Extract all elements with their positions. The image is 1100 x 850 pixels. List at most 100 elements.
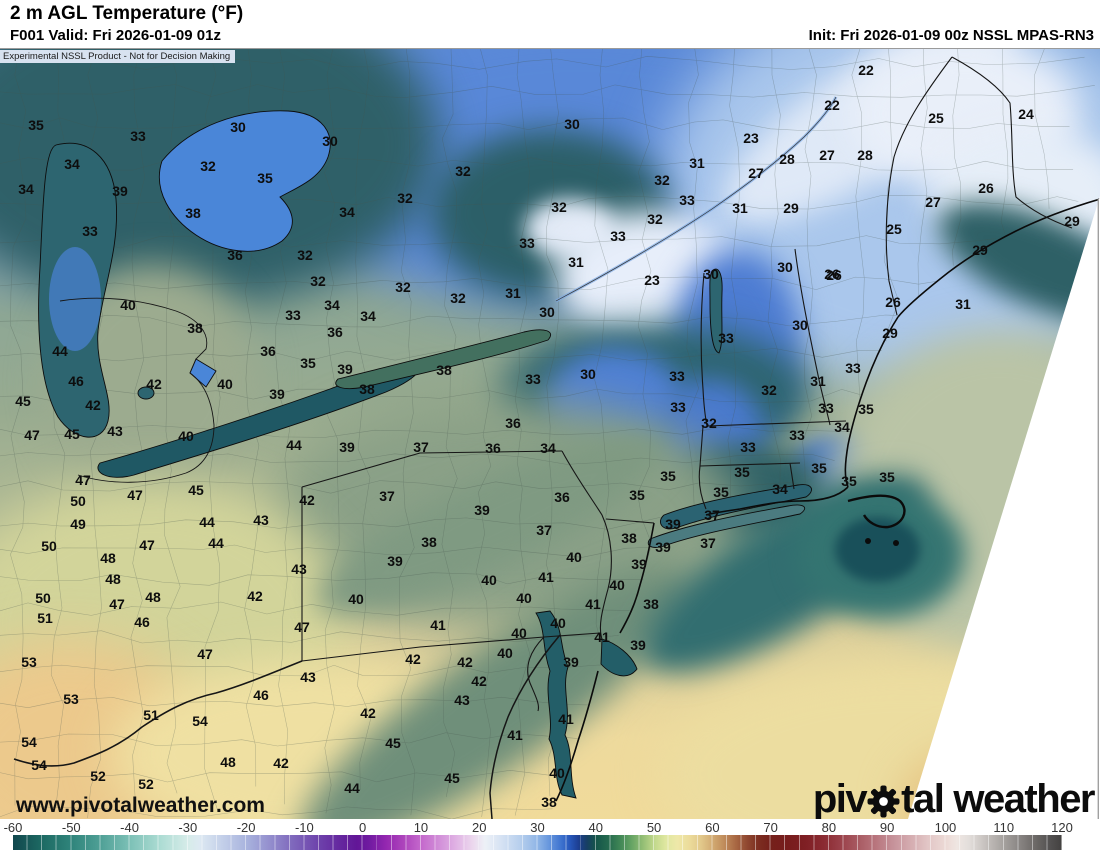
state-borders — [13, 56, 1073, 819]
temp-label: 47 — [127, 487, 143, 503]
temp-label: 27 — [925, 194, 941, 210]
temp-label: 48 — [220, 754, 236, 770]
temp-label: 47 — [109, 596, 125, 612]
logo-text-weather: weather — [953, 777, 1095, 820]
temp-label: 33 — [740, 439, 756, 455]
county-line — [324, 49, 340, 814]
colorbar-tick-label: -20 — [236, 820, 256, 835]
temp-label: 40 — [511, 625, 527, 641]
temp-label: 28 — [857, 147, 873, 163]
temp-label: 35 — [811, 460, 827, 476]
temp-label: 54 — [192, 713, 208, 729]
temp-label: 35 — [879, 469, 895, 485]
temp-label: 38 — [185, 205, 201, 221]
temp-label: 23 — [743, 130, 759, 146]
temp-label: 32 — [397, 190, 413, 206]
header: 2 m AGL Temperature (°F) F001 Valid: Fri… — [0, 0, 1100, 48]
temp-label: 35 — [858, 401, 874, 417]
colorbar-tick-label: 50 — [646, 820, 662, 835]
page-title: 2 m AGL Temperature (°F) — [10, 3, 244, 24]
temp-label: 32 — [455, 163, 471, 179]
county-line — [514, 49, 531, 816]
temp-label: 40 — [516, 590, 532, 606]
temp-label: 29 — [1064, 213, 1080, 229]
temp-label: 31 — [568, 254, 584, 270]
map-canvas[interactable]: 35 33 30 30 34 32 35 34 39 38 34 33 36 32 30 23 32 31 27 32… — [0, 48, 1100, 820]
temp-label: 45 — [444, 770, 460, 786]
colorbar-tick-label: 120 — [1051, 820, 1073, 835]
temp-label: 39 — [474, 502, 490, 518]
temp-label: 50 — [41, 538, 57, 554]
temp-label: 47 — [139, 537, 155, 553]
county-line — [475, 49, 492, 818]
temp-label: 36 — [505, 415, 521, 431]
ohio-river — [13, 660, 303, 767]
temp-label: 22 — [824, 97, 840, 113]
nantucket — [893, 540, 899, 546]
temp-label: 33 — [82, 223, 98, 239]
county-line — [399, 49, 416, 816]
temp-label: 42 — [247, 588, 263, 604]
temp-label: 40 — [550, 615, 566, 631]
temp-label: 54 — [21, 734, 37, 750]
temp-label: 34 — [18, 181, 34, 197]
temp-label: 44 — [344, 780, 360, 796]
temp-label: 44 — [199, 514, 215, 530]
colorbar-tick-label: 70 — [763, 820, 778, 835]
temp-label: 27 — [748, 165, 764, 181]
temp-label: 26 — [978, 180, 994, 196]
temp-label: 31 — [689, 155, 705, 171]
temp-label: 29 — [972, 242, 988, 258]
new-jersey-coast — [619, 522, 655, 634]
temp-label: 36 — [327, 324, 343, 340]
temp-label: 52 — [138, 776, 154, 792]
temp-label: 34 — [834, 419, 850, 435]
temp-label: 39 — [339, 439, 355, 455]
marthas-vineyard — [865, 538, 871, 544]
temp-label: 48 — [100, 550, 116, 566]
temp-label: 32 — [654, 172, 670, 188]
temp-label: 33 — [525, 371, 541, 387]
county-line — [0, 156, 1074, 171]
temp-label: 30 — [792, 317, 808, 333]
canada-border — [555, 96, 837, 302]
temp-label: 32 — [395, 279, 411, 295]
temp-label: 31 — [955, 296, 971, 312]
temp-label: 40 — [481, 572, 497, 588]
temp-label: 30 — [322, 133, 338, 149]
temp-label: 53 — [21, 654, 37, 670]
temp-label: 40 — [566, 549, 582, 565]
temp-label: 33 — [669, 368, 685, 384]
vt-nh-border — [794, 248, 831, 426]
logo-text-tal: tal — [901, 777, 945, 820]
temp-label: 43 — [291, 561, 307, 577]
temp-label: 39 — [269, 386, 285, 402]
temp-label: 35 — [300, 355, 316, 371]
temp-label: 49 — [70, 516, 86, 532]
county-line — [0, 234, 1091, 249]
temp-label: 46 — [68, 373, 84, 389]
temp-label: 32 — [297, 247, 313, 263]
colorbar-tick-label: -40 — [120, 820, 139, 835]
long-island-sound — [660, 484, 812, 530]
county-line — [0, 276, 1094, 290]
temp-label: 36 — [554, 489, 570, 505]
temp-label: 32 — [310, 273, 326, 289]
temp-label: 37 — [704, 507, 720, 523]
temp-label: 39 — [630, 637, 646, 653]
temp-label: 45 — [64, 426, 80, 442]
map-geography-overlay — [0, 49, 1100, 819]
temp-label: 42 — [273, 755, 289, 771]
temp-label: 54 — [31, 757, 47, 773]
temp-label: 32 — [701, 415, 717, 431]
temp-label: 31 — [732, 200, 748, 216]
temp-label: 50 — [70, 493, 86, 509]
temp-label: 32 — [450, 290, 466, 306]
temp-label: 40 — [609, 577, 625, 593]
temp-label: 30 — [580, 366, 596, 382]
temp-label: 35 — [257, 170, 273, 186]
experimental-badge: Experimental NSSL Product - Not for Deci… — [0, 50, 236, 63]
temp-label: 39 — [112, 183, 128, 199]
temp-label: 39 — [387, 553, 403, 569]
county-line — [441, 49, 458, 798]
